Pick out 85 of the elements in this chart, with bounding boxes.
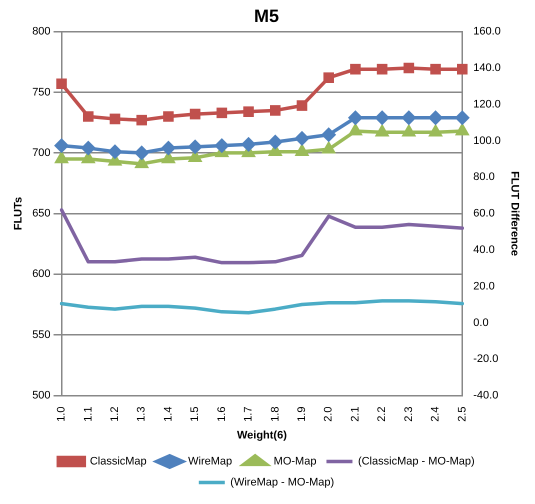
point bbox=[162, 141, 176, 155]
point bbox=[110, 114, 120, 124]
point bbox=[402, 110, 416, 124]
point bbox=[82, 111, 94, 122]
point bbox=[456, 124, 468, 136]
y-axis-title: FLUTs bbox=[12, 196, 25, 230]
legend-label: WireMap bbox=[188, 456, 232, 468]
point bbox=[56, 78, 67, 90]
point bbox=[243, 106, 254, 117]
y2-tick-label: 20.0 bbox=[473, 280, 495, 292]
x-tick-label: 1.9 bbox=[296, 406, 308, 422]
x-tick-label: 1.8 bbox=[269, 406, 282, 422]
y-tick-label: 600 bbox=[32, 268, 51, 280]
point bbox=[136, 157, 148, 168]
x-tick-label: 2.0 bbox=[322, 406, 335, 422]
x-tick-label: 1.7 bbox=[242, 406, 255, 422]
y2-tick-label: 100.0 bbox=[473, 134, 501, 147]
y2-tick-label: -20.0 bbox=[473, 353, 498, 366]
point bbox=[456, 64, 468, 74]
point bbox=[216, 108, 228, 118]
legend-label: ClassicMap bbox=[90, 456, 147, 468]
y2-tick-label: 60.0 bbox=[473, 208, 495, 220]
y2-tick-label: 40.0 bbox=[473, 244, 495, 256]
point bbox=[296, 144, 308, 156]
x-tick-label: 2.1 bbox=[349, 406, 362, 422]
point bbox=[376, 126, 388, 137]
point bbox=[402, 126, 415, 137]
y-tick-label: 750 bbox=[32, 86, 51, 98]
point bbox=[349, 124, 362, 136]
y2-tick-label: 160.0 bbox=[473, 26, 501, 38]
x-axis-title: Weight(6) bbox=[236, 429, 288, 442]
point bbox=[456, 110, 470, 124]
point bbox=[268, 135, 282, 149]
point bbox=[270, 105, 281, 116]
point bbox=[136, 114, 147, 126]
y2-tick-label: 80.0 bbox=[473, 171, 495, 184]
point bbox=[215, 138, 229, 152]
point bbox=[322, 142, 335, 154]
y-tick-label: 500 bbox=[32, 390, 51, 402]
point bbox=[323, 72, 334, 83]
chart-title: M5 bbox=[254, 6, 280, 26]
x-tick-label: 1.6 bbox=[216, 406, 228, 422]
point bbox=[189, 151, 202, 162]
y2-tick-label: 140.0 bbox=[473, 62, 501, 74]
point bbox=[163, 111, 174, 122]
point bbox=[190, 108, 200, 120]
legend-label: (ClassicMap - MO-Map) bbox=[358, 456, 475, 468]
y2-tick-label: 120.0 bbox=[473, 98, 501, 110]
point bbox=[322, 128, 336, 142]
x-tick-label: 1.0 bbox=[56, 406, 68, 422]
y-tick-label: 650 bbox=[32, 208, 51, 220]
x-tick-label: 2.4 bbox=[430, 406, 442, 422]
x-tick-label: 2.5 bbox=[456, 406, 468, 422]
y2-axis-title: FLUT Difference bbox=[508, 171, 520, 256]
legend-label: MO-Map bbox=[274, 456, 316, 468]
y-tick-label: 700 bbox=[32, 146, 51, 159]
y-tick-label: 800 bbox=[32, 26, 51, 38]
y-tick-label: 550 bbox=[32, 328, 51, 341]
x-tick-label: 1.4 bbox=[162, 406, 174, 422]
point bbox=[162, 152, 174, 164]
x-tick-label: 2.3 bbox=[402, 406, 415, 422]
point bbox=[376, 64, 388, 74]
point bbox=[82, 141, 96, 155]
x-tick-label: 1.5 bbox=[189, 406, 202, 422]
point bbox=[134, 146, 148, 160]
x-tick-label: 1.3 bbox=[136, 406, 148, 422]
point bbox=[295, 132, 309, 146]
point bbox=[296, 100, 308, 111]
point bbox=[348, 110, 362, 124]
point bbox=[242, 138, 256, 152]
point bbox=[429, 126, 442, 137]
y2-tick-label: -40.0 bbox=[473, 390, 498, 402]
point bbox=[350, 64, 361, 74]
y2-tick-label: 0.0 bbox=[473, 316, 489, 329]
point bbox=[108, 144, 122, 158]
point bbox=[430, 64, 441, 74]
point bbox=[428, 110, 442, 124]
point bbox=[82, 152, 94, 164]
x-tick-label: 2.2 bbox=[376, 406, 388, 422]
point bbox=[188, 140, 202, 154]
point bbox=[375, 110, 389, 124]
x-tick-label: 1.1 bbox=[82, 406, 94, 422]
legend-label: (WireMap - MO-Map) bbox=[230, 476, 334, 489]
point bbox=[404, 62, 414, 74]
x-tick-label: 1.2 bbox=[109, 406, 122, 422]
